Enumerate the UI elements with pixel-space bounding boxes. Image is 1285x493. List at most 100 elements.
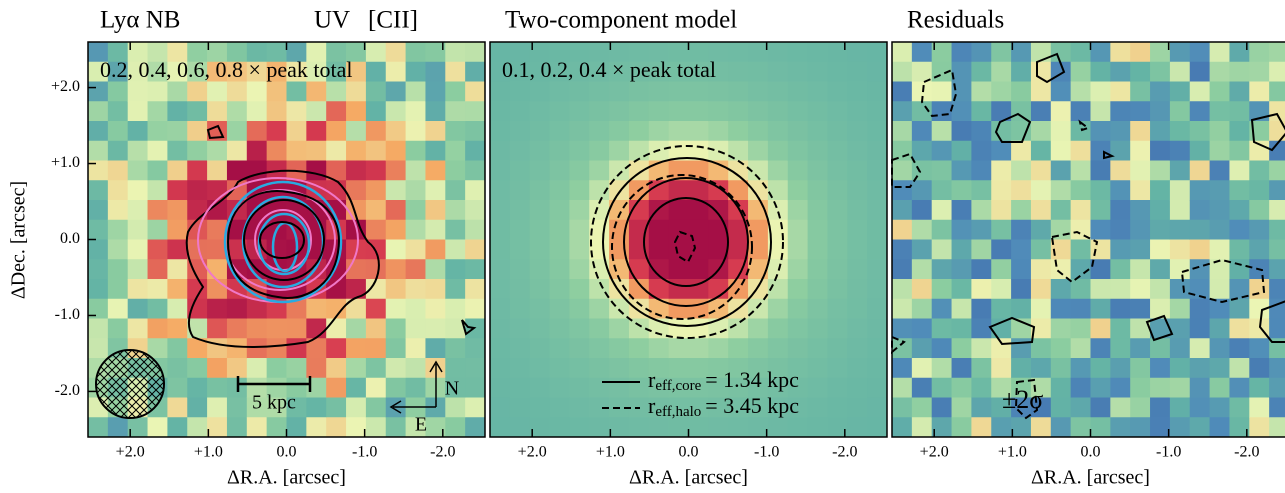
pixel	[609, 121, 630, 142]
pixel	[1150, 160, 1171, 181]
pixel	[931, 81, 953, 102]
pixel	[1150, 338, 1171, 359]
pixel	[549, 200, 570, 221]
pixel	[465, 160, 486, 181]
pixel	[847, 377, 868, 398]
pixel	[807, 219, 828, 240]
pixel	[529, 200, 551, 221]
pixel	[827, 81, 848, 102]
pixel	[490, 417, 511, 438]
pixel	[529, 377, 551, 398]
pixel	[529, 42, 551, 63]
pixel	[628, 417, 650, 438]
pixel	[246, 318, 268, 339]
beam	[95, 349, 165, 419]
pixel	[1130, 377, 1151, 398]
pixel	[1209, 417, 1230, 438]
pixel	[529, 101, 551, 122]
pixel	[931, 101, 953, 122]
pixel	[1249, 298, 1270, 319]
pixel	[688, 81, 709, 102]
pixel	[668, 180, 689, 201]
pixel	[1110, 61, 1131, 82]
pixel	[708, 81, 729, 102]
pixel	[127, 318, 149, 339]
pixel	[246, 42, 268, 63]
pixel	[609, 160, 630, 181]
pixel	[609, 42, 630, 63]
pixel	[326, 140, 347, 161]
pixel	[346, 42, 367, 63]
pixel	[1229, 101, 1250, 122]
pixel	[1169, 140, 1191, 161]
pixel	[1209, 377, 1230, 398]
pixel	[385, 81, 407, 102]
pixel	[490, 397, 511, 418]
x-axis-label: ΔR.A. [arcsec]	[227, 467, 346, 489]
pixel	[748, 121, 769, 142]
pixel	[1110, 397, 1131, 418]
pixel	[509, 338, 531, 359]
contours	[891, 52, 1285, 420]
pixel	[490, 140, 511, 161]
pixel	[266, 298, 287, 319]
pixel	[127, 200, 149, 221]
y-tick-label: -1.0	[55, 306, 80, 323]
scale-bar	[236, 376, 312, 392]
pixel	[1050, 259, 1072, 280]
pixel	[1011, 259, 1032, 280]
pixel	[668, 279, 689, 300]
x-tick-label: +2.0	[920, 444, 949, 461]
pixel	[266, 101, 287, 122]
pixel	[911, 318, 933, 339]
pixel	[1189, 239, 1211, 260]
pixel	[1249, 397, 1270, 418]
pixel	[445, 338, 466, 359]
pixel	[365, 180, 387, 201]
pixel	[1030, 42, 1052, 63]
pixel	[1269, 200, 1285, 221]
pixel	[1030, 338, 1052, 359]
pixel	[266, 61, 287, 82]
pixel	[931, 318, 953, 339]
pixel	[346, 397, 367, 418]
pixel	[1269, 318, 1285, 339]
pixel	[688, 180, 709, 201]
pixel	[1249, 377, 1270, 398]
pixel	[88, 101, 109, 122]
contours	[185, 124, 477, 348]
pixel	[1011, 279, 1032, 300]
pixel	[167, 417, 188, 438]
pixel	[767, 140, 789, 161]
pixel	[787, 279, 809, 300]
pixel	[931, 121, 953, 142]
pixel	[827, 397, 848, 418]
pixel	[931, 140, 953, 161]
pixel	[1229, 239, 1250, 260]
pixel	[991, 42, 1012, 63]
pixel	[748, 61, 769, 82]
pixel	[187, 42, 208, 63]
pixel	[1070, 397, 1091, 418]
pixel	[385, 279, 407, 300]
pixel	[951, 219, 972, 240]
x-tick-label: -2.0	[1234, 444, 1259, 461]
pixel	[1090, 42, 1111, 63]
pixel	[306, 101, 327, 122]
pixel	[867, 417, 888, 438]
pixel	[569, 180, 590, 201]
pixel	[405, 219, 426, 240]
pixel	[911, 42, 933, 63]
pixel	[911, 279, 933, 300]
pixel	[1030, 140, 1052, 161]
pixel	[385, 42, 407, 63]
pixel	[569, 279, 590, 300]
pixel	[465, 259, 486, 280]
pixel	[266, 81, 287, 102]
pixel	[286, 397, 307, 418]
pixel	[1050, 358, 1072, 379]
pixel	[991, 61, 1012, 82]
pixel	[445, 180, 466, 201]
pixel	[207, 318, 228, 339]
pixel	[445, 318, 466, 339]
